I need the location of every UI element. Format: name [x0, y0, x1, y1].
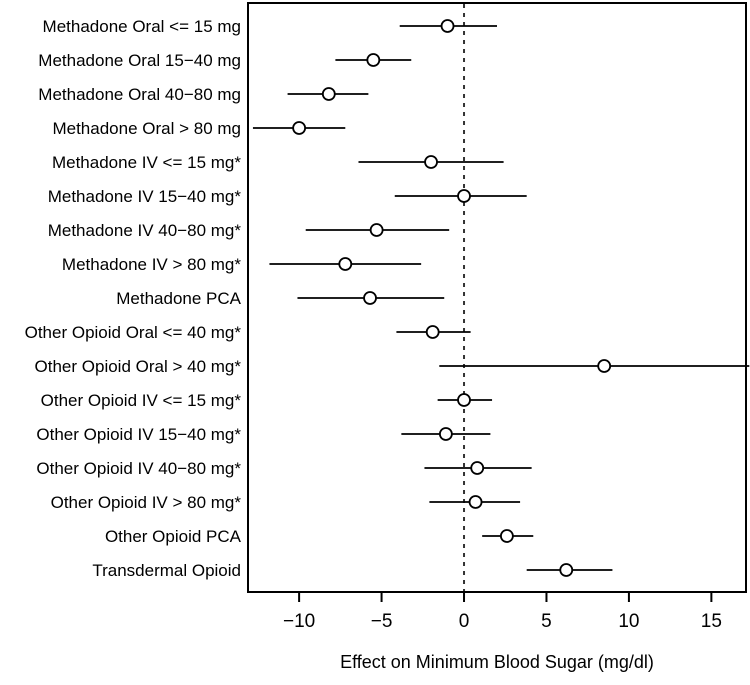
row-label: Other Opioid Oral > 40 mg* — [35, 357, 242, 376]
estimate-point — [438, 427, 453, 441]
estimate-point — [499, 529, 514, 543]
estimate-point — [559, 563, 574, 577]
row-label: Methadone Oral <= 15 mg — [43, 17, 241, 36]
estimate-point — [292, 121, 307, 135]
estimate-point — [457, 189, 471, 203]
estimate-point — [440, 19, 455, 33]
x-axis-tick-label: 0 — [459, 611, 470, 632]
row-label: Methadone IV 15−40 mg* — [48, 187, 242, 206]
row-label: Methadone Oral 40−80 mg — [38, 85, 241, 104]
row-label: Methadone PCA — [116, 289, 241, 308]
estimate-point — [425, 325, 440, 339]
estimate-point — [338, 257, 353, 271]
estimate-point — [457, 393, 471, 407]
plot-border — [247, 2, 747, 593]
row-label: Other Opioid IV 15−40 mg* — [36, 425, 241, 444]
row-label: Other Opioid IV > 80 mg* — [51, 493, 242, 512]
row-label: Transdermal Opioid — [92, 561, 241, 580]
row-label: Other Opioid PCA — [105, 527, 242, 546]
row-label: Methadone IV 40−80 mg* — [48, 221, 242, 240]
estimate-point — [321, 87, 336, 101]
row-label: Other Opioid IV <= 15 mg* — [41, 391, 242, 410]
row-label: Other Opioid IV 40−80 mg* — [36, 459, 241, 478]
row-label: Methadone Oral > 80 mg — [52, 119, 241, 138]
estimate-point — [468, 495, 483, 509]
estimate-point — [597, 359, 612, 373]
row-label: Methadone IV <= 15 mg* — [52, 153, 241, 172]
x-axis-tick-label: 10 — [618, 611, 639, 632]
x-axis-tick-label: −5 — [371, 611, 393, 632]
x-axis-tick-label: −10 — [283, 611, 315, 632]
estimate-point — [363, 291, 377, 305]
estimate-point — [424, 155, 438, 169]
x-axis-tick-label: 5 — [541, 611, 552, 632]
x-axis-title: Effect on Minimum Blood Sugar (mg/dl) — [340, 652, 654, 672]
estimate-point — [366, 53, 381, 67]
x-axis-tick-label: 15 — [701, 611, 722, 632]
estimate-point — [470, 461, 485, 475]
row-label: Methadone IV > 80 mg* — [62, 255, 241, 274]
estimate-point — [369, 223, 384, 237]
row-label: Other Opioid Oral <= 40 mg* — [25, 323, 242, 342]
row-label: Methadone Oral 15−40 mg — [38, 51, 241, 70]
